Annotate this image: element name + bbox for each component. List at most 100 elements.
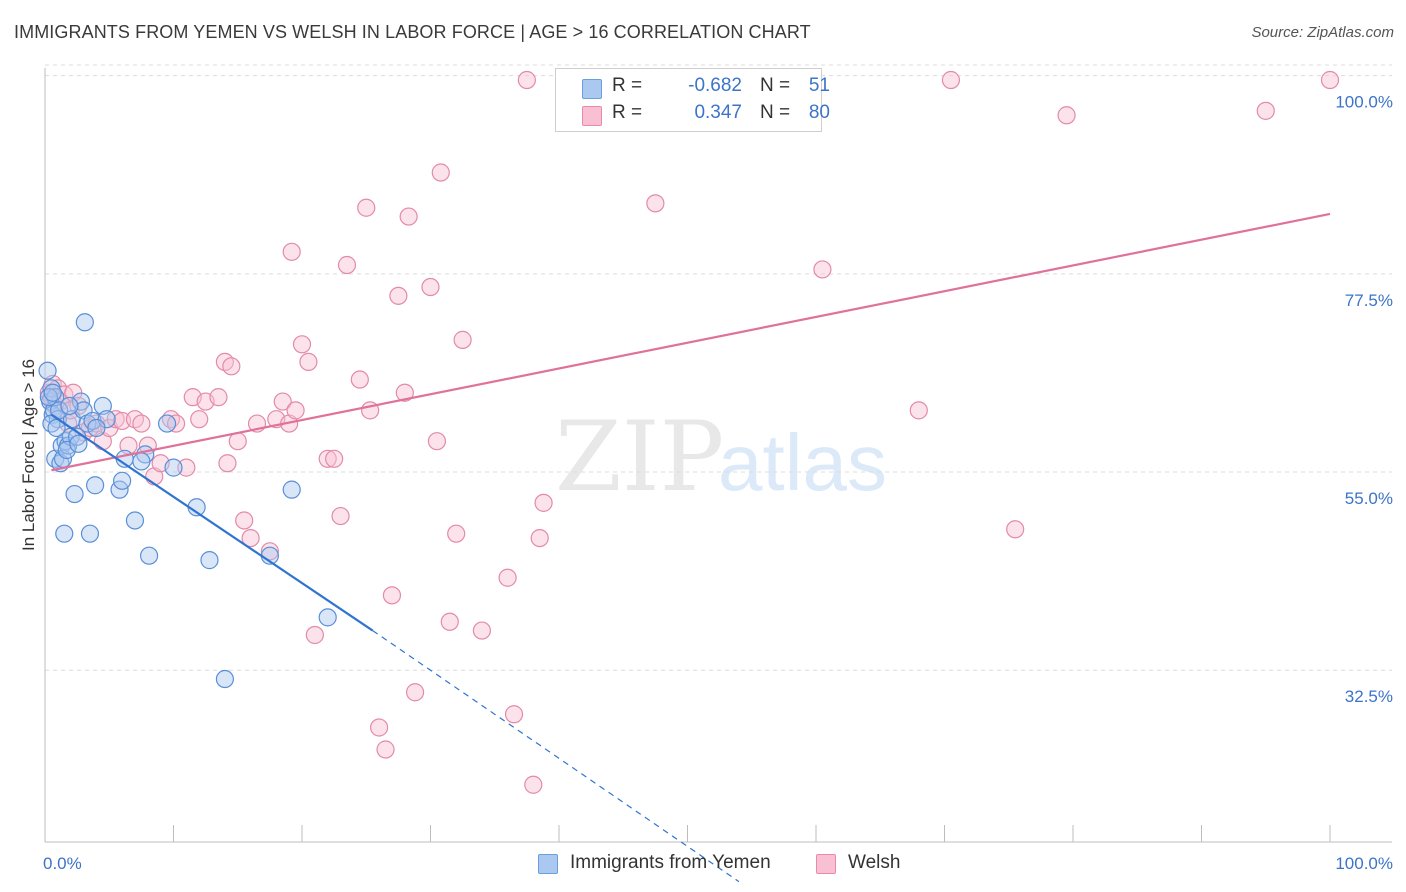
welsh-point xyxy=(218,454,237,473)
welsh-point xyxy=(440,612,459,631)
chart-title: IMMIGRANTS FROM YEMEN VS WELSH IN LABOR … xyxy=(14,22,811,42)
welsh-point xyxy=(1256,101,1275,120)
y-axis-title: In Labor Force | Age > 16 xyxy=(19,359,38,551)
welsh-point xyxy=(530,528,549,548)
yemen-point xyxy=(80,524,100,543)
welsh-point xyxy=(286,401,305,420)
yemen-point xyxy=(55,524,74,543)
welsh-trendline xyxy=(51,212,1331,472)
n-label: N = xyxy=(760,102,791,123)
watermark-atlas: atlas xyxy=(718,418,887,507)
welsh-point xyxy=(504,705,524,724)
welsh-point xyxy=(376,740,395,759)
welsh-point xyxy=(498,568,517,587)
welsh-point xyxy=(177,458,196,477)
welsh-point xyxy=(228,432,247,451)
welsh-swatch xyxy=(582,106,602,126)
yemen-trendline-extension xyxy=(372,630,740,883)
yemen-point xyxy=(125,511,145,530)
welsh-point xyxy=(517,70,536,90)
y-tick-label: 100.0% xyxy=(1335,93,1393,112)
welsh-point xyxy=(331,506,350,526)
yemen-point xyxy=(43,383,62,402)
welsh-point xyxy=(534,493,553,512)
welsh-point xyxy=(260,542,279,561)
welsh-point xyxy=(395,383,414,402)
r-value: -0.682 xyxy=(688,75,742,96)
welsh-point xyxy=(273,392,292,411)
yemen-point xyxy=(112,471,132,490)
r-label: R = xyxy=(612,75,643,96)
welsh-point xyxy=(524,775,543,794)
welsh-point xyxy=(399,207,418,226)
welsh-point xyxy=(357,198,376,217)
yemen-point xyxy=(75,313,94,332)
yemen-trendline xyxy=(50,413,374,632)
trendlines xyxy=(50,212,1331,883)
yemen-point xyxy=(65,484,84,504)
yemen-point xyxy=(86,476,105,495)
n-value: 80 xyxy=(808,102,830,123)
welsh-point xyxy=(325,449,344,468)
axis-labels: 32.5% 55.0% 77.5% 100.0% 0.0% 100.0% In Labor … xyxy=(19,93,1393,873)
welsh-point xyxy=(370,718,389,737)
welsh-point xyxy=(382,586,402,605)
yemen-points xyxy=(38,313,337,689)
series-legend: Immigrants from Yemen Welsh xyxy=(0,852,1406,878)
yemen-point xyxy=(60,396,79,416)
yemen-point xyxy=(57,440,76,460)
yemen-swatch xyxy=(582,79,602,99)
welsh-point xyxy=(337,255,357,275)
x-tick-label: 100.0% xyxy=(1335,854,1393,873)
welsh-point xyxy=(447,524,466,543)
n-value: 51 xyxy=(808,75,830,96)
welsh-point xyxy=(1006,520,1025,539)
legend-label: Immigrants from Yemen xyxy=(570,852,771,873)
welsh-point xyxy=(292,335,312,354)
yemen-point xyxy=(132,452,151,471)
welsh-point xyxy=(405,683,425,702)
yemen-point xyxy=(282,480,301,499)
welsh-point xyxy=(421,277,440,297)
welsh-point xyxy=(132,414,151,433)
yemen-point xyxy=(215,669,234,689)
welsh-point xyxy=(1057,106,1076,125)
yemen-point xyxy=(157,414,177,433)
gridlines xyxy=(45,64,1392,671)
welsh-point xyxy=(190,410,209,429)
welsh-point xyxy=(282,242,301,261)
yemen-point xyxy=(38,361,57,380)
welsh-point xyxy=(646,194,665,213)
y-tick-label: 55.0% xyxy=(1345,489,1393,508)
yemen-point xyxy=(78,414,97,433)
r-label: R = xyxy=(612,102,643,123)
yemen-point xyxy=(318,608,337,627)
welsh-point xyxy=(472,621,491,640)
welsh-point xyxy=(813,260,832,279)
yemen-point xyxy=(200,551,219,570)
r-value: 0.347 xyxy=(694,102,742,123)
y-tick-label: 77.5% xyxy=(1345,291,1393,310)
welsh-swatch xyxy=(816,854,836,874)
welsh-point xyxy=(909,401,928,420)
y-tick-label: 32.5% xyxy=(1345,687,1393,706)
welsh-point xyxy=(235,511,254,530)
welsh-point xyxy=(431,163,450,182)
welsh-point xyxy=(241,528,260,548)
welsh-point xyxy=(389,286,408,305)
welsh-point xyxy=(318,449,337,468)
x-tick-label: 0.0% xyxy=(43,854,82,873)
legend-label: Welsh xyxy=(848,852,901,873)
yemen-point xyxy=(139,546,159,565)
axes xyxy=(44,68,1392,843)
yemen-swatch xyxy=(538,854,558,874)
welsh-point xyxy=(209,388,228,407)
watermark-zip: ZIP xyxy=(555,401,724,513)
yemen-point xyxy=(164,458,183,477)
welsh-point xyxy=(222,357,241,376)
n-label: N = xyxy=(760,75,791,96)
source-credit: Source: ZipAtlas.com xyxy=(1251,24,1394,41)
welsh-point xyxy=(350,370,369,389)
welsh-point xyxy=(427,432,447,451)
